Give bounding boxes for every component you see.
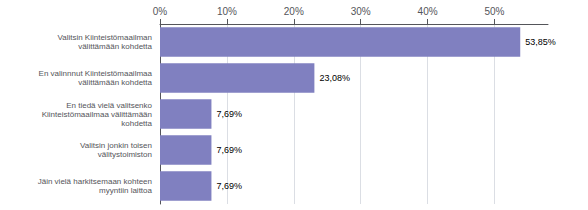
svg-text:Kiinteistömaailmaa välittämään: Kiinteistömaailmaa välittämään (42, 110, 152, 119)
svg-text:10%: 10% (217, 6, 237, 17)
svg-text:välittämään kohdetta: välittämään kohdetta (78, 42, 152, 51)
svg-text:välitystoimiston: välitystoimiston (98, 150, 152, 159)
svg-text:23,08%: 23,08% (319, 73, 350, 83)
svg-text:myyntiin laittoa: myyntiin laittoa (99, 186, 152, 195)
svg-text:Valitsin jonkin toisen: Valitsin jonkin toisen (80, 141, 152, 150)
svg-text:50%: 50% (484, 6, 504, 17)
svg-text:En valinnnut Kiinteistömaailma: En valinnnut Kiinteistömaailmaa (39, 69, 153, 78)
svg-text:Jäin vielä harkitsemaan kohtee: Jäin vielä harkitsemaan kohteen (38, 177, 152, 186)
svg-text:En tiedä vielä valitsenko: En tiedä vielä valitsenko (66, 101, 152, 110)
svg-text:40%: 40% (418, 6, 438, 17)
svg-text:7,69%: 7,69% (216, 145, 242, 155)
svg-text:7,69%: 7,69% (216, 109, 242, 119)
svg-text:kohdetta: kohdetta (121, 119, 152, 128)
svg-text:7,69%: 7,69% (216, 181, 242, 191)
svg-text:välittämään kohdetta: välittämään kohdetta (78, 78, 152, 87)
svg-text:30%: 30% (351, 6, 371, 17)
svg-text:Valitsin Kiinteistömaailman: Valitsin Kiinteistömaailman (57, 33, 152, 42)
svg-text:0%: 0% (153, 6, 168, 17)
svg-text:53,85%: 53,85% (525, 37, 556, 47)
svg-text:20%: 20% (284, 6, 304, 17)
